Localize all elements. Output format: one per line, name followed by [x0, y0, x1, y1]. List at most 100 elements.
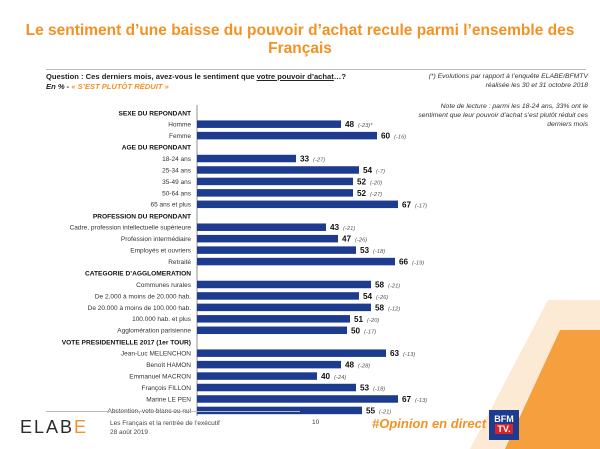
- bar: [197, 166, 359, 174]
- bar: [197, 200, 398, 209]
- evolution-label: (-21): [343, 226, 355, 232]
- evolution-label: (-17): [364, 329, 376, 335]
- evolution-label: (-27): [313, 158, 325, 164]
- category-label: Agglomération parisienne: [117, 328, 191, 335]
- page-title: Le sentiment d’une baisse du pouvoir d’a…: [25, 22, 575, 57]
- evolution-label: (-20): [370, 180, 382, 186]
- evolution-label: (-18): [373, 249, 385, 255]
- value-label: 40: [321, 372, 331, 381]
- question-suffix: …?: [333, 72, 347, 81]
- group-header: AGE DU REPONDANT: [122, 145, 191, 152]
- value-label: 54: [363, 166, 373, 175]
- group-header: VOTE PRESIDENTIELLE 2017 (1er TOUR): [62, 339, 191, 346]
- value-label: 67: [402, 200, 412, 209]
- bar: [197, 280, 371, 289]
- evolution-label: (-28): [358, 364, 370, 370]
- bar: [197, 406, 362, 415]
- category-label: Profession intermédiaire: [121, 236, 191, 243]
- brand-mark-accent: [505, 330, 600, 449]
- value-label: 51: [354, 315, 364, 324]
- category-label: 50-64 ans: [162, 190, 192, 197]
- category-label: Jean-Luc MELENCHON: [121, 351, 191, 358]
- question-block: Question : Ces derniers mois, avez-vous …: [46, 72, 376, 92]
- category-label: Communes rurales: [136, 282, 192, 289]
- bfm-top: BFM: [494, 414, 514, 424]
- category-label: De 20.000 à moins de 100.000 hab.: [88, 305, 192, 312]
- value-label: 48: [345, 120, 355, 129]
- evolution-note: (*) Evolutions par rapport à l’enquête E…: [428, 73, 588, 89]
- value-label: 47: [342, 235, 352, 244]
- category-label: Marine LE PEN: [146, 396, 191, 403]
- evolution-label: (-16): [394, 135, 406, 141]
- bar: [197, 326, 347, 335]
- question-prefix: Question : Ces derniers mois, avez-vous …: [46, 72, 257, 81]
- bar: [197, 177, 353, 186]
- bar: [197, 189, 353, 197]
- evolution-label: (-24): [334, 375, 346, 381]
- bfm-bottom: TV.: [495, 424, 513, 434]
- bar: [197, 292, 359, 300]
- bar: [197, 223, 326, 231]
- logo-accent: E: [74, 417, 89, 437]
- bfmtv-logo: BFM TV.: [489, 410, 519, 440]
- category-label: 18-24 ans: [162, 156, 192, 163]
- bar: [197, 303, 371, 312]
- evolution-label: (-20): [367, 318, 379, 324]
- category-label: Employés et ouvriers: [130, 248, 191, 255]
- footer-line-2: 28 août 2019: [110, 429, 148, 436]
- bar: [197, 360, 341, 369]
- evolution-label: (-27): [370, 192, 382, 198]
- bar: [197, 154, 296, 163]
- category-label: 100.000 hab. et plus: [132, 316, 192, 323]
- group-header: SEXE DU REPONDANT: [118, 110, 191, 117]
- value-label: 66: [399, 258, 409, 267]
- page-number: 10: [312, 419, 320, 426]
- question-answer: En % - « S’EST PLUTÔT RÉDUIT »: [46, 82, 376, 92]
- category-label: 65 ans et plus: [151, 202, 192, 209]
- question-text: Question : Ces derniers mois, avez-vous …: [46, 72, 376, 82]
- bar: [197, 315, 350, 323]
- group-header: CATEGORIE D’AGGLOMERATION: [85, 271, 191, 278]
- value-label: 58: [375, 280, 385, 289]
- question-underlined: votre pouvoir d’achat: [256, 72, 334, 81]
- value-label: 53: [360, 384, 370, 393]
- evolution-label: (-18): [373, 387, 385, 393]
- category-label: Cadre, profession intellectuelle supérie…: [70, 225, 192, 232]
- evolution-label: (-13): [415, 398, 427, 404]
- category-label: De 2.000 à moins de 20.000 hab.: [95, 293, 191, 300]
- value-label: 63: [390, 349, 400, 358]
- value-label: 50: [351, 326, 361, 335]
- reading-note: Note de lecture : parmi les 18-24 ans, 3…: [418, 103, 588, 128]
- category-label: Homme: [168, 122, 191, 129]
- value-label: 52: [357, 177, 367, 186]
- hashtag: #Opinion en direct: [372, 416, 487, 431]
- footer-line-1: Les Français et la rentrée de l’exécutif: [110, 420, 220, 427]
- answer-label: « S’EST PLUTÔT RÉDUIT »: [71, 82, 169, 91]
- value-label: 52: [357, 189, 367, 198]
- evolution-label: (-26): [376, 295, 388, 301]
- footer-rule: [46, 411, 300, 412]
- bar: [197, 383, 356, 392]
- bar: [197, 349, 386, 357]
- bar: [197, 257, 395, 266]
- value-label: 33: [300, 155, 310, 164]
- category-label: Benoît HAMON: [146, 362, 191, 369]
- value-label: 48: [345, 361, 355, 370]
- value-label: 58: [375, 303, 385, 312]
- value-label: 60: [381, 132, 391, 141]
- evolution-label: (-21): [388, 283, 400, 289]
- logo-main: ELAB: [20, 417, 75, 437]
- footer-text: Les Français et la rentrée de l’exécutif…: [110, 419, 220, 437]
- evolution-label: (-23)*: [358, 123, 373, 129]
- category-label: 35-49 ans: [162, 179, 192, 186]
- evolution-label: (-19): [412, 261, 424, 267]
- category-label: Retraité: [168, 259, 191, 266]
- value-label: 55: [366, 406, 376, 415]
- bar: [197, 234, 338, 243]
- bar: [197, 372, 317, 380]
- bar: [197, 246, 356, 254]
- evolution-label: (-26): [355, 238, 367, 244]
- evolution-label: (-13): [403, 352, 415, 358]
- question-rule: [46, 69, 586, 70]
